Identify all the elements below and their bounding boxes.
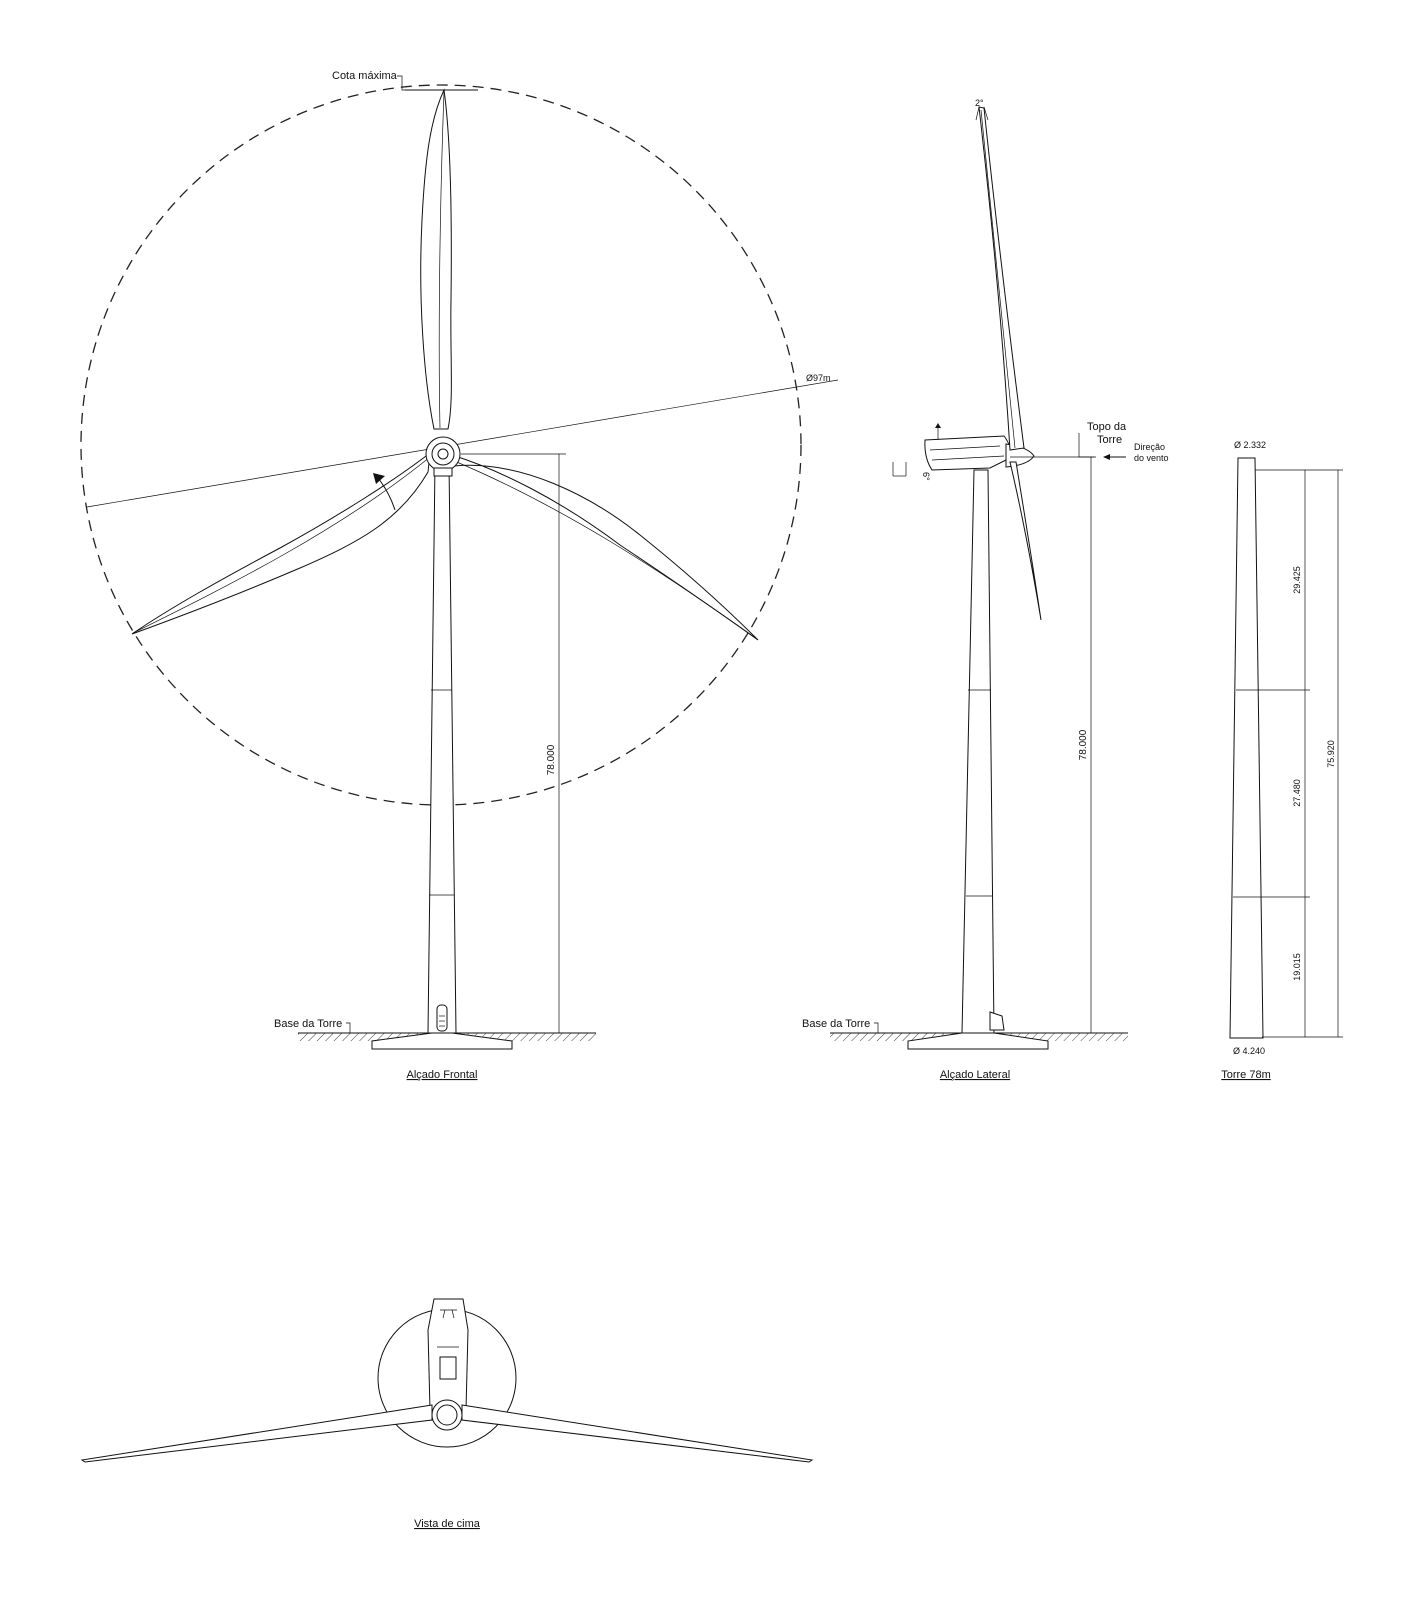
base-torre-label: Base da Torre	[274, 1018, 342, 1030]
nacelle-side	[924, 423, 1011, 471]
diameter-label: Ø97m	[806, 373, 831, 383]
height-front-label: 78.000	[546, 744, 557, 775]
foundation-side	[907, 1032, 1049, 1050]
wind-dir-line2: do vento	[1134, 453, 1169, 463]
tilt-angle-label: 6°	[921, 472, 931, 481]
tower-top-diameter: Ø 2.332	[1234, 440, 1266, 450]
cota-maxima-label: Cota máxima	[332, 70, 398, 82]
tower-title: Torre 78m	[1221, 1069, 1271, 1081]
foundation-front	[371, 1032, 513, 1050]
left-blade-top	[80, 1404, 433, 1463]
top-view: Vista de cima	[80, 1298, 814, 1530]
tower-front	[427, 462, 457, 1034]
wind-direction-arrow-icon	[1103, 454, 1110, 460]
nacelle-top	[427, 1298, 469, 1411]
topo-torre-line1: Topo da	[1087, 421, 1127, 433]
front-elevation: Ø97m Cota máxima	[80, 70, 839, 1081]
tower-section-bottom: 19.015	[1292, 953, 1302, 981]
hub-front	[425, 436, 461, 477]
side-elevation: 2° 6° Topo da Torre Direção do vento 78.…	[802, 98, 1169, 1081]
blades-front	[131, 88, 759, 641]
diameter-line	[86, 379, 839, 508]
lower-blade-side	[1009, 461, 1042, 621]
rotation-arrow-icon	[373, 473, 396, 511]
tower-total-height: 75.920	[1326, 740, 1336, 768]
tower-side	[961, 469, 995, 1034]
front-title: Alçado Frontal	[407, 1069, 478, 1081]
wind-dir-line1: Direção	[1134, 442, 1165, 452]
tower-section-middle: 27.480	[1292, 779, 1302, 807]
height-side-label: 78.000	[1078, 729, 1089, 760]
side-title: Alçado Lateral	[940, 1069, 1010, 1081]
right-blade-top	[461, 1404, 814, 1463]
tower-bottom-diameter: Ø 4.240	[1233, 1046, 1265, 1056]
topo-torre-line2: Torre	[1097, 434, 1122, 446]
upper-blade-side	[978, 106, 1025, 451]
top-view-title: Vista de cima	[414, 1518, 481, 1530]
cone-angle-label: 2°	[975, 98, 984, 108]
tower-sections: 29.425 27.480 19.015 75.920 Ø 2.332 Ø 4.…	[1221, 440, 1343, 1081]
base-torre-lateral-label: Base da Torre	[802, 1018, 870, 1030]
tower-section-top: 29.425	[1292, 566, 1302, 594]
